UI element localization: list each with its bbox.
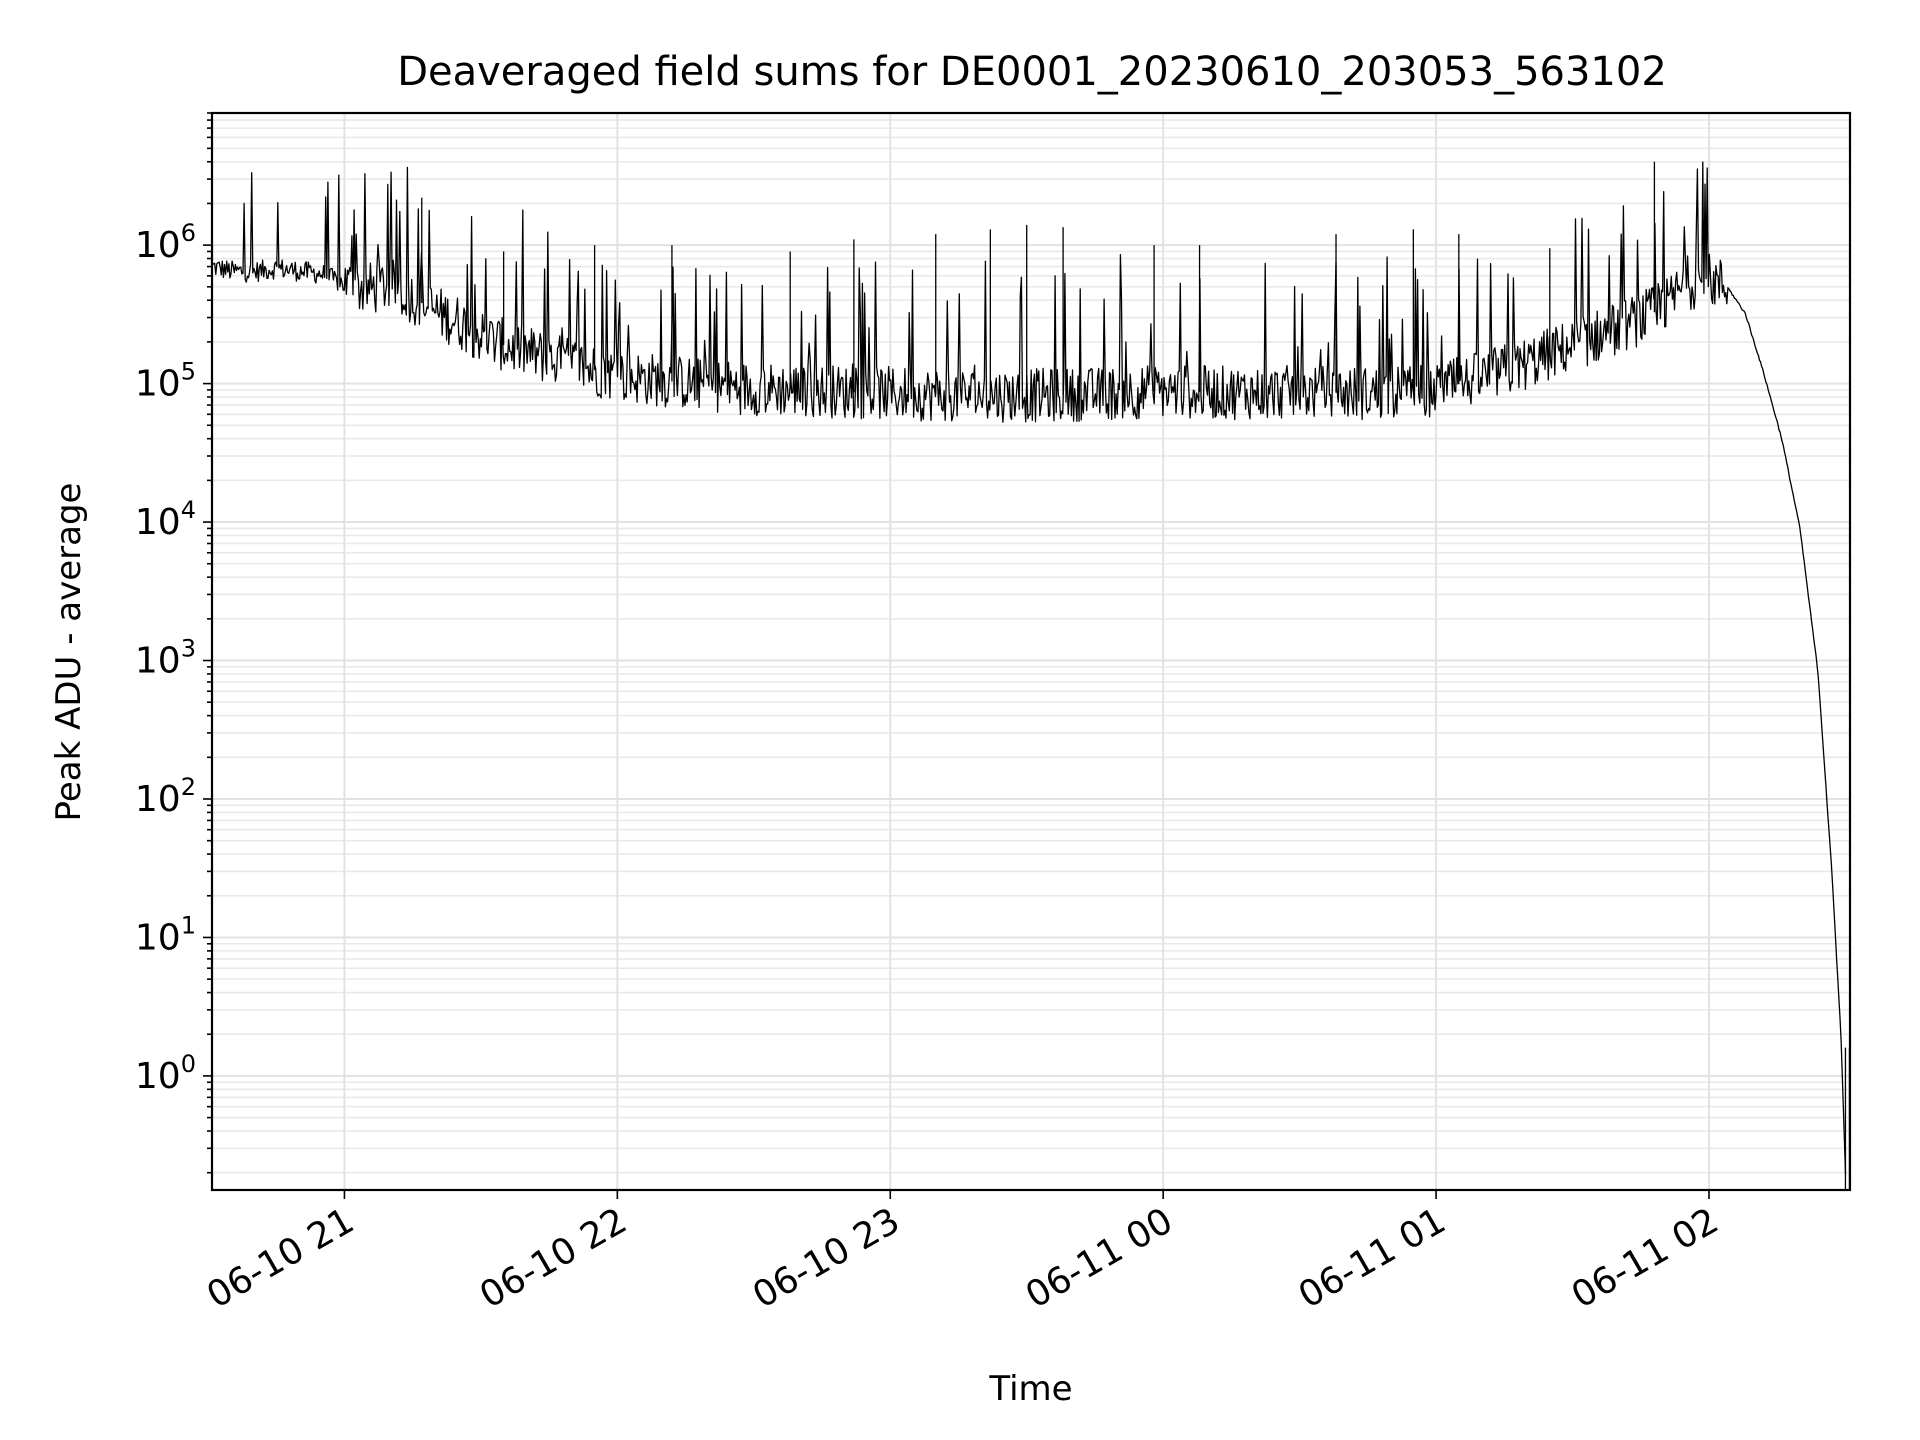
- y-tick-label: 105: [135, 358, 196, 405]
- y-tick-label: 106: [135, 219, 196, 266]
- y-tick-label: 101: [135, 911, 196, 958]
- y-axis-label: Peak ADU - average: [49, 483, 89, 822]
- plot-frame: [210, 111, 1852, 1192]
- y-tick-label: 103: [135, 635, 196, 682]
- grid-lines: [212, 112, 1850, 1190]
- plot-area: [212, 161, 1851, 1190]
- chart-title: Deaveraged field sums for DE0001_2023061…: [397, 49, 1667, 95]
- y-tick-label: 104: [135, 496, 196, 543]
- y-axis: 100 101 102 103 104 105 106: [135, 112, 212, 1174]
- y-tick-label: 102: [135, 773, 196, 820]
- series-line: [212, 161, 1847, 1174]
- y-tick-label: 100: [135, 1050, 196, 1097]
- x-axis-label: Time: [988, 1369, 1072, 1409]
